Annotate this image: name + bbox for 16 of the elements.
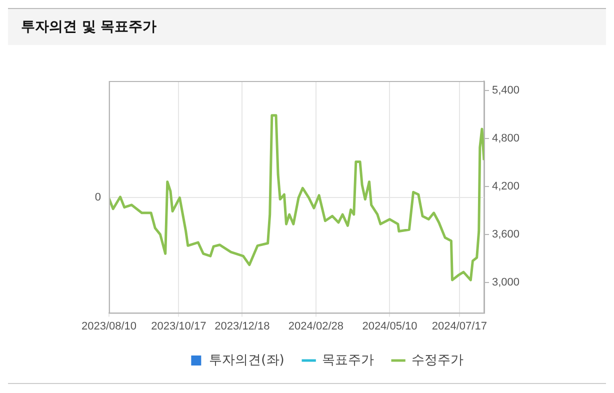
x-tick-label: 2023/12/18 xyxy=(214,320,270,332)
x-tick-label: 2023/08/10 xyxy=(81,320,137,332)
legend-label: 목표주가 xyxy=(322,352,374,368)
legend-label: 수정주가 xyxy=(411,352,464,368)
legend-label: 투자의견(좌) xyxy=(209,352,284,368)
y2-tick-label: 5,400 xyxy=(492,84,520,97)
x-tick-label: 2024/02/28 xyxy=(288,320,344,332)
y2-tick-label: 3,600 xyxy=(492,228,520,240)
x-tick-label: 2023/10/17 xyxy=(151,320,206,332)
y2-tick-label: 4,200 xyxy=(492,180,520,193)
text: 0 xyxy=(94,192,101,204)
chart-title: 투자의견 및 목표주가 xyxy=(20,18,157,36)
y2-tick-label: 3,000 xyxy=(492,276,520,288)
x-tick-label: 2024/05/10 xyxy=(362,320,418,332)
x-tick-label: 2024/07/17 xyxy=(432,320,487,332)
y2-tick-label: 4,800 xyxy=(492,132,520,145)
